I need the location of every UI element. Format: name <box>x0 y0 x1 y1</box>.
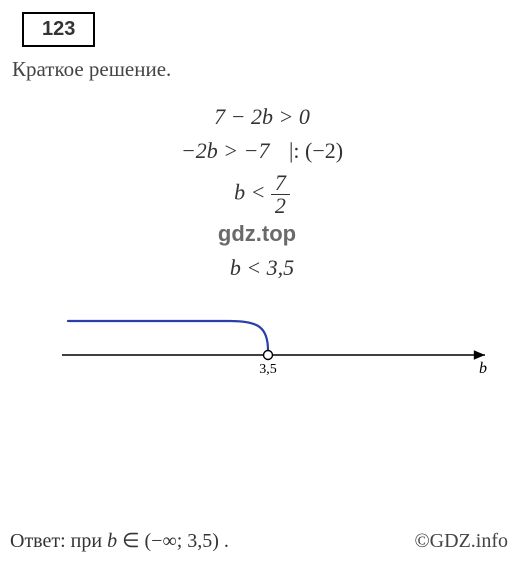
answer-text: Ответ: при b ∈ (−∞; 3,5) . <box>10 530 229 552</box>
math-derivation: 7 − 2b > 0 −2b > −7 |: (−2) b < 7 2 gdz.… <box>10 104 514 281</box>
solution-subtitle: Краткое решение. <box>12 57 514 82</box>
fraction-den: 2 <box>271 195 290 217</box>
answer-var: b <box>107 530 117 552</box>
math-line-1: 7 − 2b > 0 <box>10 104 514 130</box>
copyright: ©GDZ.info <box>414 530 508 553</box>
fraction-num: 7 <box>271 172 290 195</box>
answer-line: Ответ: при b ∈ (−∞; 3,5) . ©GDZ.info <box>10 528 514 553</box>
answer-prefix: Ответ: при <box>10 530 107 552</box>
math-line-3: b < 7 2 <box>10 172 514 217</box>
math-line-4: b < 3,5 <box>10 255 514 281</box>
math-line-2: −2b > −7 |: (−2) <box>10 138 514 164</box>
problem-number: 123 <box>42 18 75 40</box>
diagram-svg: 3,5 b <box>40 307 500 387</box>
problem-number-box: 123 <box>22 12 95 47</box>
number-line-diagram: 3,5 b <box>40 307 514 392</box>
svg-text:b: b <box>479 360 487 377</box>
fraction: 7 2 <box>271 172 290 217</box>
math-line-3-prefix: b < <box>234 180 265 205</box>
math-line-2-left: −2b > −7 <box>181 138 270 163</box>
svg-text:3,5: 3,5 <box>259 362 277 377</box>
math-line-2-op: |: (−2) <box>289 138 343 163</box>
watermark: gdz.top <box>0 221 514 247</box>
answer-rel: ∈ (−∞; 3,5) . <box>117 530 229 552</box>
